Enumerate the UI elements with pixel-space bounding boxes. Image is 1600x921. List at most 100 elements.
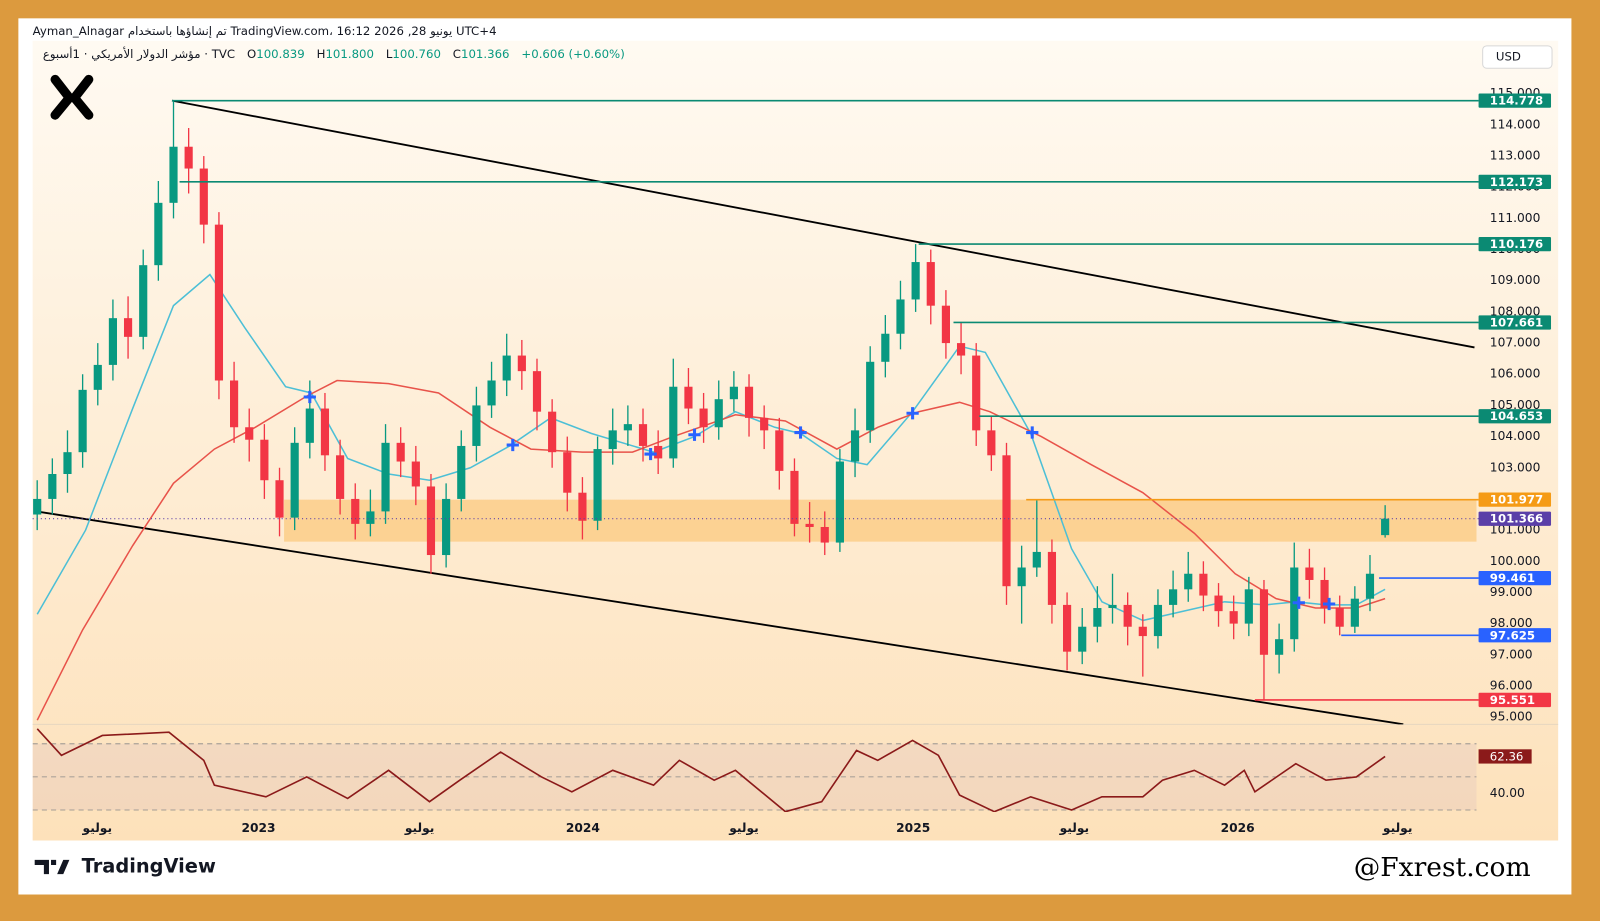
candle-body	[684, 386, 693, 409]
candle-body	[154, 202, 163, 266]
candle-body	[260, 439, 269, 481]
rsi-pane	[32, 728, 1477, 812]
candle-body	[866, 361, 875, 431]
y-tick-label: 105.000	[1490, 398, 1541, 412]
candle-body	[835, 461, 844, 543]
y-tick-label: 97.000	[1490, 647, 1533, 661]
x-tick-label: 2025	[896, 821, 930, 835]
level-label: 110.176	[1490, 237, 1543, 251]
candle-body	[381, 442, 390, 512]
cross-marker	[1292, 596, 1305, 609]
candle-body	[411, 461, 420, 487]
y-tick-label: 106.000	[1490, 367, 1541, 381]
candle-body	[532, 371, 542, 412]
level-label-box	[1478, 315, 1552, 330]
currency-button[interactable]	[1482, 45, 1553, 69]
x-tick-label: يوليو	[1059, 821, 1090, 835]
candle-body	[320, 408, 330, 456]
candle-body	[1017, 567, 1026, 587]
candle-body	[593, 449, 602, 521]
chart-background	[32, 40, 1559, 841]
level-label: 104.653	[1490, 409, 1543, 423]
candle-body	[744, 386, 754, 418]
candle-body	[487, 380, 496, 406]
candle-body	[472, 405, 481, 446]
candle-body	[1259, 589, 1269, 655]
candle-body	[623, 424, 632, 431]
candle-body	[820, 526, 829, 543]
x-tick-label: 2026	[1221, 821, 1255, 835]
candle-body	[790, 470, 799, 524]
axes: 95.000 96.000 97.000 98.000 99.000 100.000 101…	[32, 86, 1552, 835]
ohlc-label: L	[386, 47, 393, 61]
y-tick-label: 108.000	[1490, 304, 1541, 318]
candle-body	[1244, 589, 1253, 624]
candle-body	[169, 146, 178, 203]
candle-body	[1214, 595, 1223, 612]
candle-body	[972, 355, 981, 431]
cross-marker	[1026, 426, 1039, 439]
candle-body	[1184, 573, 1193, 590]
rsi-band	[32, 743, 1477, 811]
candle-body	[1381, 518, 1390, 536]
y-tick-label: 101.000	[1490, 523, 1541, 537]
candle-body	[48, 474, 57, 499]
candle-body	[926, 262, 935, 306]
cross-marker	[506, 438, 519, 452]
candle-body	[638, 424, 648, 446]
candle-body	[366, 511, 375, 524]
level-label: 97.625	[1490, 628, 1535, 642]
y-tick-label: 109.000	[1490, 273, 1541, 287]
candle-body	[563, 452, 572, 493]
candle-body	[1108, 604, 1117, 609]
level-label: 114.778	[1490, 94, 1543, 108]
level-label-box	[1478, 174, 1552, 189]
candle-body	[1350, 598, 1359, 627]
level-label-box	[1478, 236, 1552, 252]
candle-body	[184, 146, 193, 169]
candle-body	[911, 262, 920, 300]
level-label-box	[1478, 692, 1552, 708]
cross-marker	[688, 428, 701, 441]
x-tick-label: 2023	[241, 821, 275, 835]
candle-body	[457, 445, 466, 499]
support-zone	[284, 499, 1477, 542]
candle-body	[1320, 579, 1329, 609]
candle-body	[63, 452, 72, 475]
candle-body	[956, 343, 966, 356]
symbol: مؤشر الدولار الأمريكي · 1أسبوع · TVC	[43, 46, 235, 62]
candle-body	[1335, 608, 1344, 627]
ohlc-label: C	[453, 47, 461, 61]
candle-body	[1199, 573, 1208, 596]
ohlc-value: 100.839	[256, 47, 305, 61]
moving-average	[36, 379, 1386, 721]
candle-body	[881, 333, 890, 362]
rsi-value-label: 62.36	[1490, 749, 1524, 763]
candle-body	[1062, 604, 1072, 652]
candle-body	[608, 430, 617, 450]
cross-marker	[1322, 597, 1336, 611]
level-label: 101.977	[1490, 493, 1543, 507]
level-label-box	[1478, 628, 1552, 643]
y-tick-label: 113.000	[1490, 149, 1541, 163]
level-label-box	[1478, 409, 1552, 424]
x-tick-label: يوليو	[728, 821, 759, 835]
ohlc-value: 100.760	[392, 47, 441, 61]
candle-body	[714, 399, 723, 428]
candle-body	[1032, 551, 1041, 568]
candle-body	[139, 265, 148, 337]
candle-body	[578, 492, 587, 521]
y-tick-label: 99.000	[1490, 585, 1533, 599]
y-tick-label: 111.000	[1490, 211, 1541, 225]
candle-body	[305, 408, 314, 443]
candle-body	[1047, 551, 1057, 605]
candle-body	[336, 455, 345, 499]
candle-body	[1229, 611, 1238, 624]
candle-body	[123, 318, 133, 337]
candle-body	[1093, 608, 1102, 627]
y-tick-label: 96.000	[1490, 678, 1533, 692]
candle-body	[729, 386, 738, 400]
change: +0.606 (+0.60%)	[521, 47, 624, 61]
level-label-box	[1478, 511, 1552, 526]
